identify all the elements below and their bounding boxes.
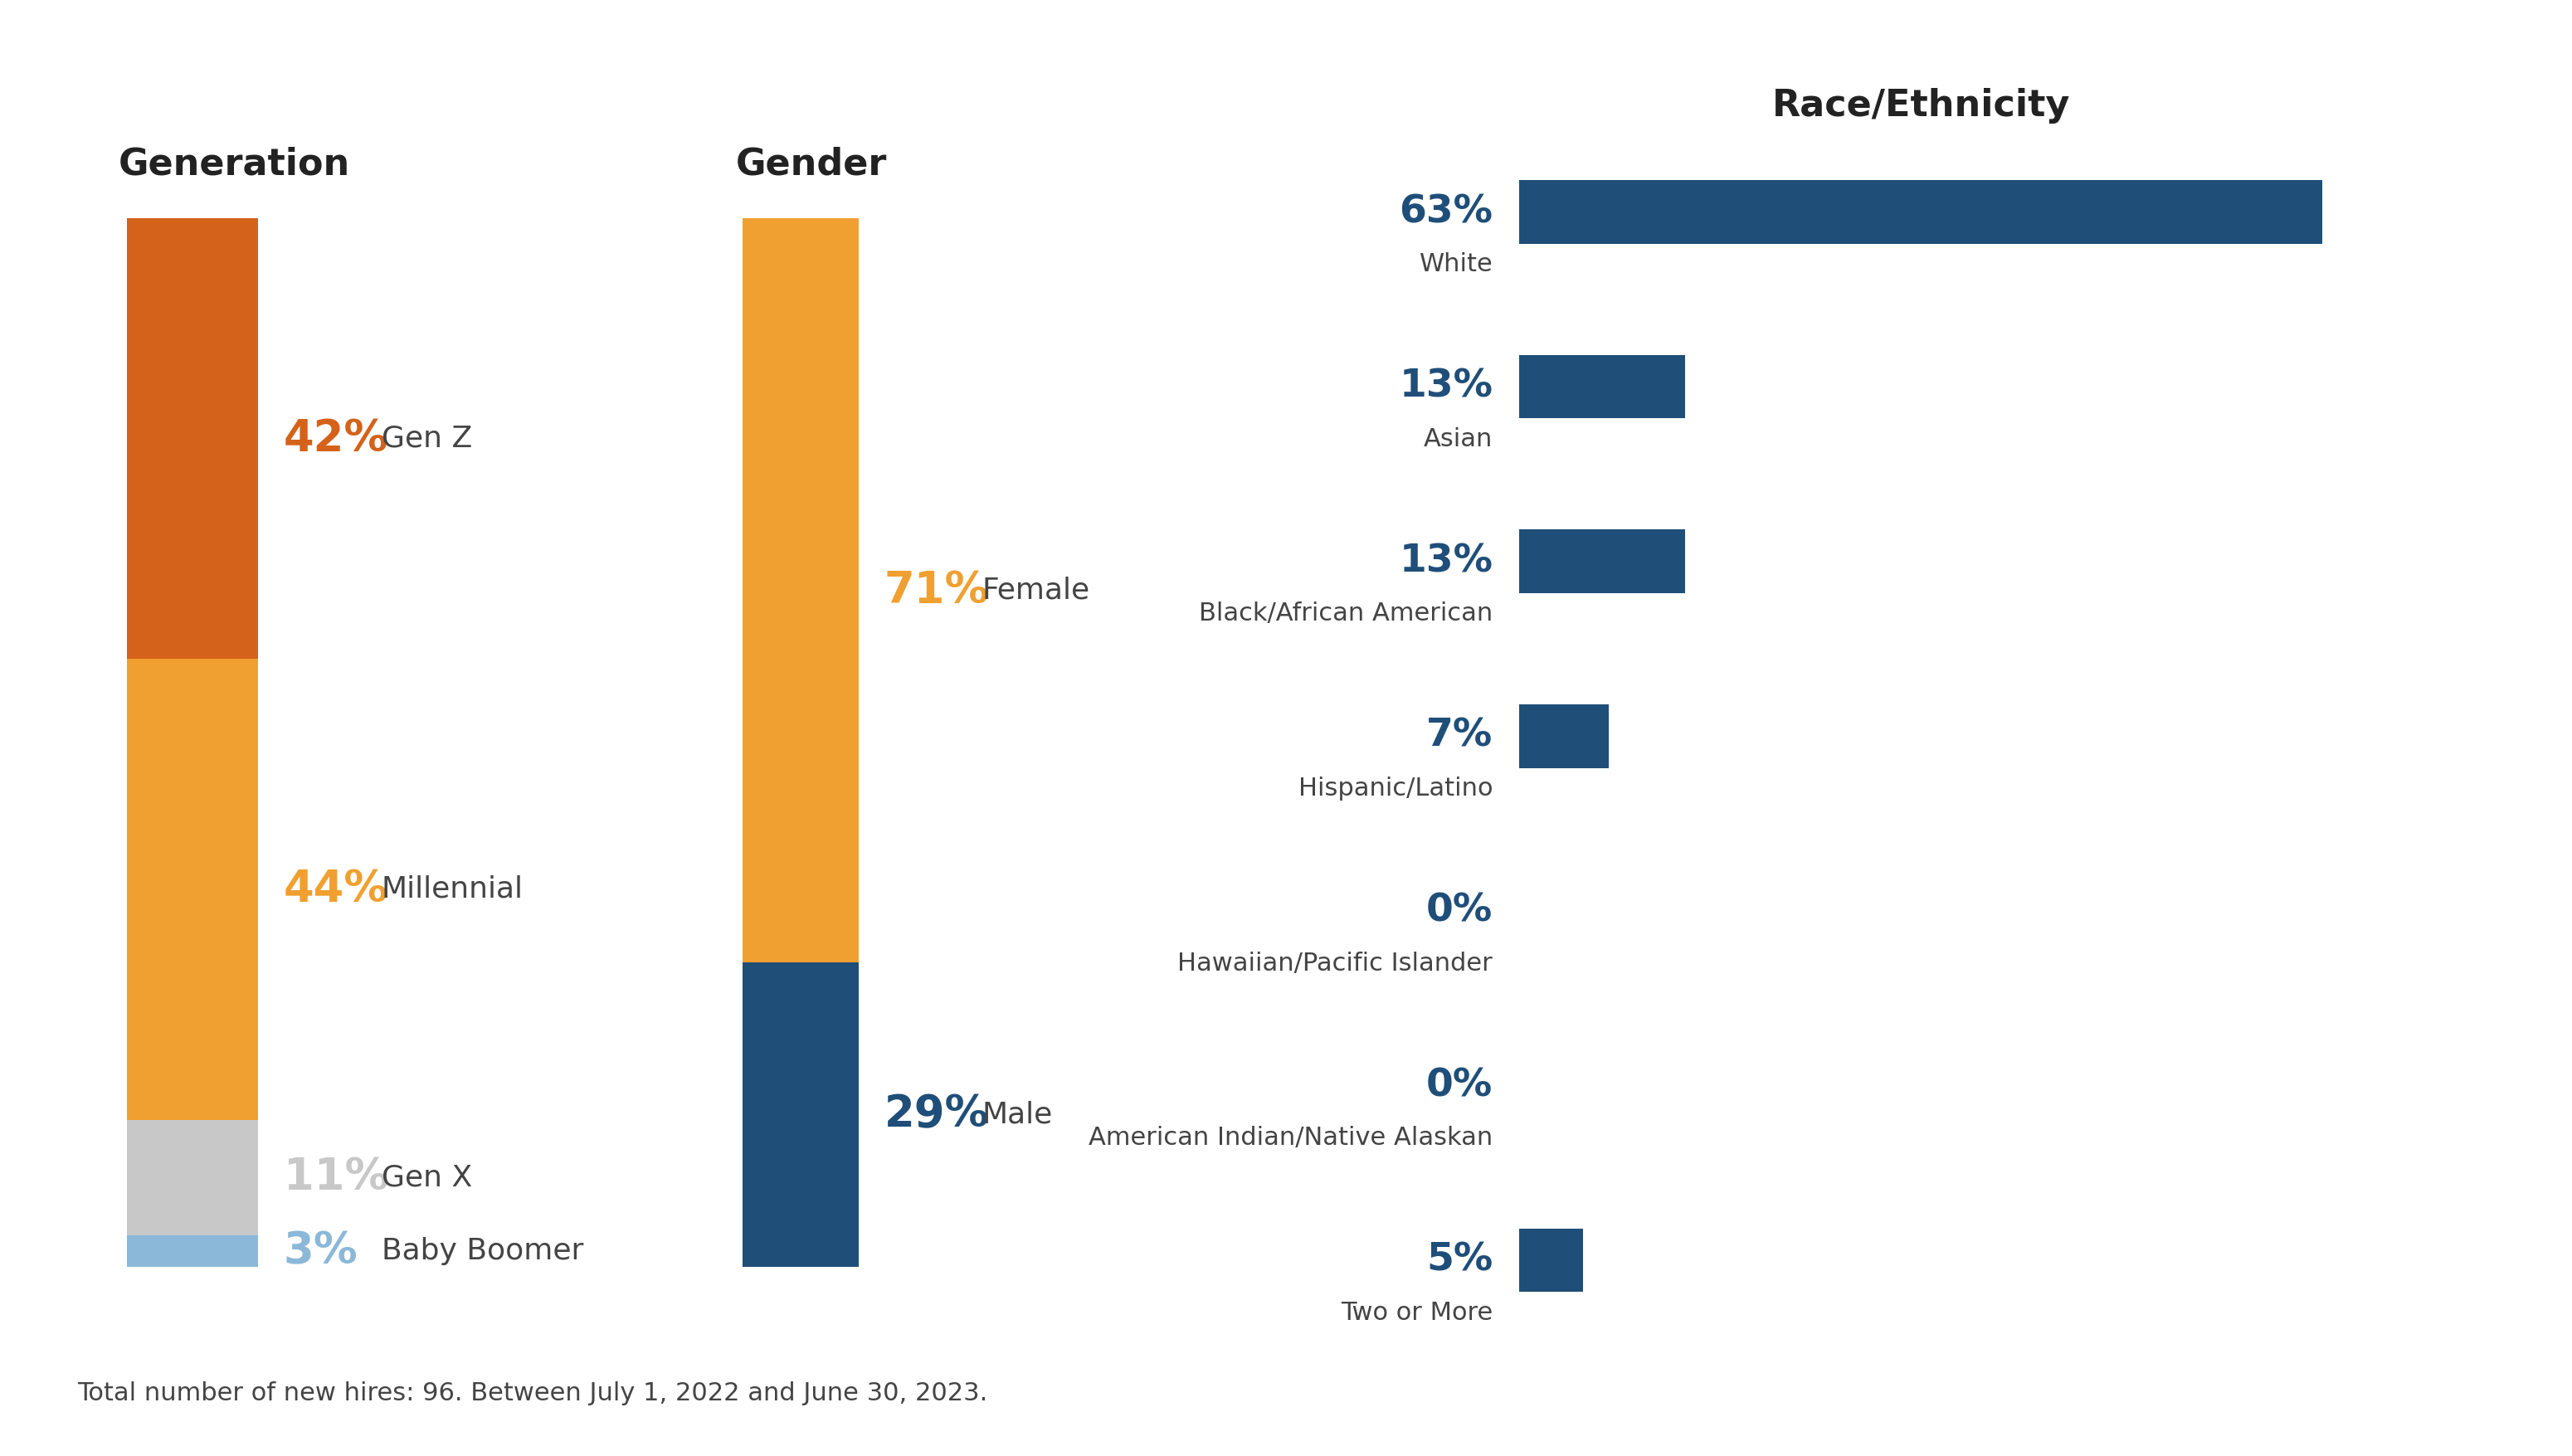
Bar: [126, 218, 257, 658]
Text: 13%: 13%: [1399, 368, 1492, 405]
Text: White: White: [1420, 252, 1492, 277]
Text: 71%: 71%: [885, 569, 990, 612]
Text: Millennial: Millennial: [381, 875, 522, 903]
Text: 5%: 5%: [1427, 1242, 1492, 1278]
Text: Total number of new hires: 96. Between July 1, 2022 and June 30, 2023.: Total number of new hires: 96. Between J…: [77, 1380, 988, 1405]
Text: Two or More: Two or More: [1340, 1300, 1492, 1325]
Text: Asian: Asian: [1425, 427, 1492, 451]
Text: 0%: 0%: [1427, 893, 1492, 929]
Text: Hispanic/Latino: Hispanic/Latino: [1299, 776, 1492, 801]
Text: American Indian/Native Alaskan: American Indian/Native Alaskan: [1088, 1125, 1492, 1150]
Text: Black/African American: Black/African American: [1199, 601, 1492, 626]
Text: 44%: 44%: [283, 868, 388, 911]
Bar: [126, 1120, 257, 1235]
Text: Gen X: Gen X: [381, 1163, 471, 1191]
FancyBboxPatch shape: [1520, 181, 2323, 243]
Bar: [126, 658, 257, 1120]
Text: 11%: 11%: [283, 1156, 388, 1200]
Text: 13%: 13%: [1399, 543, 1492, 579]
FancyBboxPatch shape: [1520, 705, 1608, 767]
Text: 42%: 42%: [283, 416, 388, 460]
Text: Generation: Generation: [118, 146, 350, 182]
Text: Gender: Gender: [736, 146, 887, 182]
FancyBboxPatch shape: [1520, 1229, 1584, 1291]
Text: Male: Male: [983, 1101, 1052, 1128]
FancyBboxPatch shape: [1520, 530, 1685, 593]
Text: Hawaiian/Pacific Islander: Hawaiian/Pacific Islander: [1178, 951, 1492, 976]
FancyBboxPatch shape: [1520, 355, 1685, 418]
Bar: [743, 962, 859, 1267]
Text: 63%: 63%: [1399, 194, 1492, 230]
Text: Baby Boomer: Baby Boomer: [381, 1238, 584, 1265]
Text: Gen Z: Gen Z: [381, 425, 471, 453]
Text: 3%: 3%: [283, 1229, 358, 1273]
Bar: [126, 1235, 257, 1267]
Text: 0%: 0%: [1427, 1067, 1492, 1104]
Text: 29%: 29%: [885, 1093, 990, 1136]
Text: 7%: 7%: [1427, 718, 1492, 754]
Text: Female: Female: [983, 577, 1091, 604]
Text: Race/Ethnicity: Race/Ethnicity: [1772, 87, 2070, 124]
Bar: [743, 218, 859, 962]
